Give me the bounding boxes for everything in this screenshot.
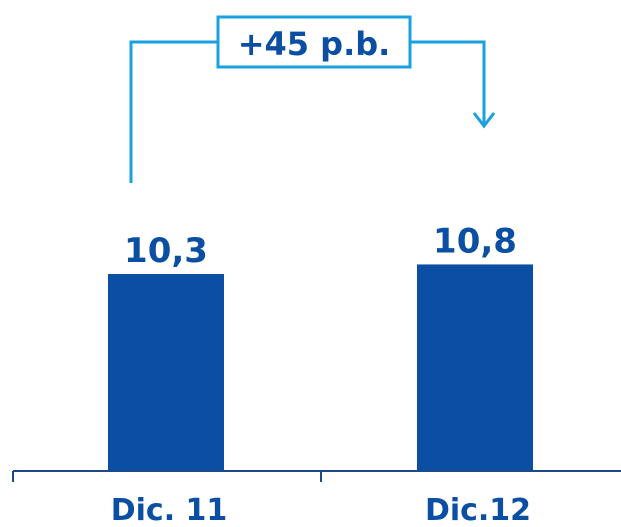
bar-2 — [417, 264, 533, 471]
x-axis — [12, 470, 621, 482]
category-label-2: Dic.12 — [425, 493, 531, 527]
category-labels-group: Dic. 11 Dic.12 — [111, 493, 531, 527]
data-label-2: 10,8 — [433, 221, 517, 261]
change-annotation: +45 p.b. — [129, 15, 496, 183]
bar-1 — [108, 274, 224, 471]
annotation-arrowhead — [472, 112, 496, 129]
bars-group — [108, 264, 533, 471]
data-label-1: 10,3 — [124, 231, 208, 271]
category-label-1: Dic. 11 — [111, 493, 228, 527]
value-labels-group: 10,3 10,8 — [124, 221, 517, 271]
annotation-text: +45 p.b. — [238, 25, 391, 63]
annotation-bracket-line — [129, 40, 486, 183]
annotation-box — [216, 15, 412, 69]
